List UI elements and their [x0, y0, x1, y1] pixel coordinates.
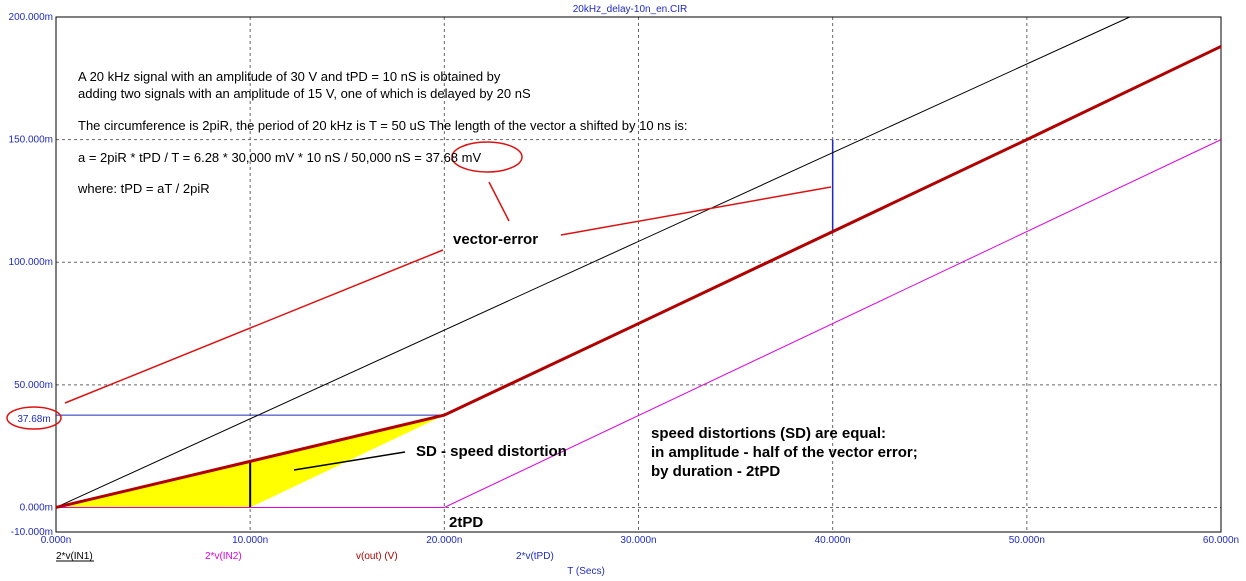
- x-tick-label: 10.000n: [232, 535, 268, 546]
- chart-title: 20kHz_delay-10n_en.CIR: [573, 4, 688, 15]
- grid: [56, 17, 1221, 532]
- series-line-in1: [55, 16, 1130, 508]
- annotation-sd-note-2: in amplitude - half of the vector error;: [651, 444, 918, 461]
- x-tick-label: 60.000n: [1203, 535, 1239, 546]
- legend-entry: v(out) (V): [356, 551, 398, 562]
- annotation-sd-label: SD - speed distortion: [416, 443, 567, 460]
- x-tick-label: 40.000n: [815, 535, 851, 546]
- x-tick-label: 50.000n: [1009, 535, 1045, 546]
- pointer-line-2: [560, 186, 832, 236]
- x-tick-label: 0.000n: [41, 535, 72, 546]
- y-tick-label: 200.000m: [9, 12, 53, 23]
- annotation-para1-line1: A 20 kHz signal with an amplitude of 30 …: [78, 69, 501, 84]
- y-marker-label: 37.68m: [17, 414, 50, 425]
- x-axis-label: T (Secs): [567, 566, 605, 577]
- annotation-para2: The circumference is 2piR, the period of…: [78, 118, 688, 133]
- y-marker-circle: [6, 406, 62, 430]
- legend: 2*v(IN1) 2*v(IN2) v(out) (V) 2*v(tPD): [56, 551, 554, 562]
- legend-entry: 2*v(IN2): [205, 551, 242, 562]
- pointer-line-1: [64, 249, 444, 404]
- annotation-vector-error: vector-error: [453, 231, 538, 248]
- annotation-para1-line2: adding two signals with an amplitude of …: [78, 86, 531, 101]
- y-tick-label: -10.000m: [11, 527, 53, 538]
- annotation-sd-note-1: speed distortions (SD) are equal:: [651, 425, 886, 442]
- x-tick-label: 20.000n: [426, 535, 462, 546]
- y-axis-ticks: -10.000m 0.000m 50.000m 100.000m 150.000m 200…: [9, 12, 53, 538]
- annotation-sd-note-3: by duration - 2tPD: [651, 463, 780, 480]
- sd-pointer-line: [293, 451, 406, 471]
- plot-frame: [55, 16, 1222, 533]
- series-line-in2: [56, 139, 1222, 508]
- y-tick-label: 150.000m: [9, 135, 53, 146]
- x-tick-label: 30.000n: [620, 535, 656, 546]
- annotation-where: where: tPD = aT / 2piR: [77, 181, 210, 196]
- legend-entry: 2*v(IN1): [56, 551, 93, 562]
- y-tick-label: 0.000m: [20, 502, 53, 513]
- y-tick-label: 100.000m: [9, 257, 53, 268]
- y-tick-label: 50.000m: [14, 380, 53, 391]
- pointer-line-3: [488, 181, 510, 222]
- series-line-out: [55, 45, 1222, 509]
- legend-entry: 2*v(tPD): [516, 551, 554, 562]
- annotation-formula: a = 2piR * tPD / T = 6.28 * 30,000 mV * …: [78, 150, 481, 165]
- annotation-2tpd: 2tPD: [449, 514, 483, 531]
- formula-value-circle: [451, 141, 523, 173]
- x-axis-ticks: 0.000n 10.000n 20.000n 30.000n 40.000n 50.000…: [41, 535, 1239, 546]
